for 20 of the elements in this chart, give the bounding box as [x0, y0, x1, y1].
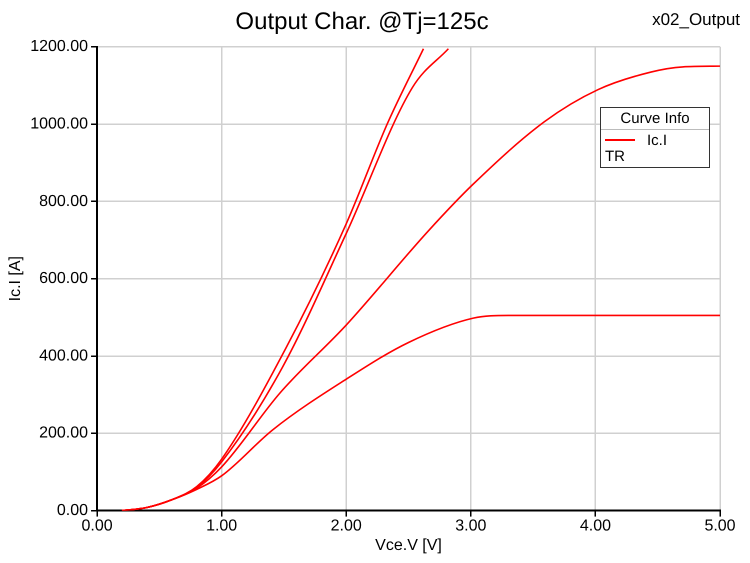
- x-tick-label: 1.00: [206, 518, 238, 535]
- y-tick-label: 600.00: [39, 270, 88, 288]
- x-tick-label: 2.00: [330, 518, 362, 535]
- y-tick-label: 800.00: [39, 192, 88, 210]
- legend-title: Curve Info: [601, 108, 709, 130]
- legend-label: Ic.I: [647, 132, 668, 149]
- y-axis-title: Ic.I [A]: [7, 256, 24, 302]
- x-tick-label: 5.00: [704, 518, 736, 535]
- chart-title: Output Char. @Tj=125c: [235, 8, 489, 36]
- y-tick-label: 1000.00: [30, 116, 88, 133]
- text: x02_Output: [652, 10, 740, 30]
- y-tick-label: 200.00: [39, 424, 88, 442]
- x-axis-title: Vce.V [V]: [375, 536, 442, 554]
- x-tick-label: 4.00: [580, 518, 612, 535]
- y-tick-label: 1200.00: [30, 38, 88, 56]
- annotation: TR: [604, 148, 626, 167]
- x-tick-label: 0.00: [81, 518, 113, 535]
- y-tick-label: 0.00: [56, 502, 88, 520]
- y-tick-label: 400.00: [39, 347, 88, 364]
- x-tick-label: 3.00: [455, 518, 486, 535]
